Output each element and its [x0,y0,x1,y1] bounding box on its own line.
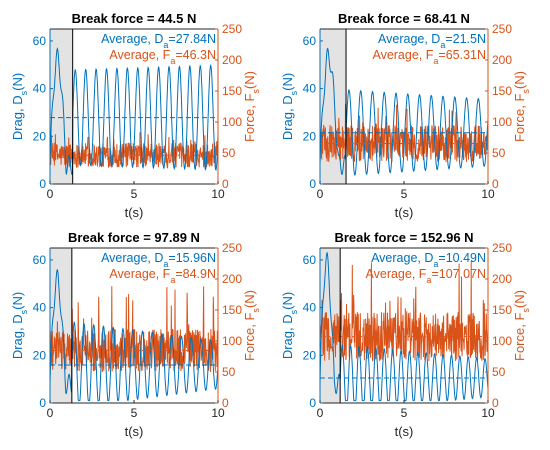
right-tick-label: 150 [222,84,242,98]
left-tick-label: 0 [39,396,46,410]
force-series-line [319,260,489,362]
x-axis-label: t(s) [395,424,414,439]
left-tick-label: 0 [309,396,316,410]
right-tick-label: 250 [492,22,512,36]
right-tick-label: 150 [492,84,512,98]
right-axis-label: Force, Fs(N) [512,290,531,361]
right-tick-label: 0 [222,177,229,191]
right-axis-label: Force, Fs(N) [242,71,261,142]
right-tick-label: 200 [492,272,512,286]
right-tick-label: 0 [222,396,229,410]
drag-series-line [319,251,489,402]
force-series-line [49,132,219,169]
right-axis-label: Force, Fs(N) [512,71,531,142]
left-tick-label: 20 [33,348,47,362]
right-axis-label: Force, Fs(N) [242,290,261,361]
left-tick-label: 0 [39,177,46,191]
x-axis-label: t(s) [125,205,144,220]
legend-drag: Average, Da=15.96N [101,251,216,269]
right-tick-label: 200 [222,272,242,286]
left-tick-label: 40 [303,82,317,96]
left-tick-label: 20 [303,129,317,143]
x-tick-label: 0 [317,406,324,420]
left-tick-label: 40 [303,301,317,315]
panel-title: Break force = 44.5 N [72,11,197,26]
left-tick-label: 20 [33,129,47,143]
legend-force: Average, Fa=84.9N [109,267,216,285]
right-tick-label: 200 [492,53,512,67]
right-tick-label: 200 [222,53,242,67]
right-tick-label: 150 [222,303,242,317]
force-series-line [49,286,219,373]
x-tick-label: 10 [481,406,495,420]
right-tick-label: 100 [222,115,242,129]
panel-title: Break force = 152.96 N [334,230,473,245]
right-tick-label: 250 [492,241,512,255]
legend-force: Average, Fa=107.07N [366,267,487,285]
right-tick-label: 100 [222,334,242,348]
left-tick-label: 60 [303,253,317,267]
shaded-region [50,248,72,403]
panel-2: Break force = 68.41 N 0 5 1002040600501001… [280,11,531,220]
panel-4: Break force = 152.96 N 0 5 100204060050100… [280,230,531,439]
right-tick-label: 100 [492,334,512,348]
x-tick-label: 10 [481,187,495,201]
right-tick-label: 100 [492,115,512,129]
left-axis-label: Drag, Ds(N) [10,73,29,140]
right-tick-label: 50 [222,365,236,379]
legend-drag: Average, Da=27.84N [101,32,216,50]
right-tick-label: 50 [492,365,506,379]
right-tick-label: 50 [222,146,236,160]
right-tick-label: 250 [222,22,242,36]
x-tick-label: 0 [317,187,324,201]
left-tick-label: 0 [309,177,316,191]
panel-title: Break force = 68.41 N [338,11,470,26]
x-tick-label: 5 [131,406,138,420]
left-axis-label: Drag, Ds(N) [10,292,29,359]
x-tick-label: 5 [401,187,408,201]
x-tick-label: 0 [47,187,54,201]
panel-3: Break force = 97.89 N 0 5 1002040600501001… [10,230,261,439]
x-tick-label: 10 [211,187,225,201]
left-tick-label: 40 [33,82,47,96]
drag-series-line [49,268,219,402]
x-tick-label: 5 [131,187,138,201]
force-series-line [319,103,489,163]
left-tick-label: 20 [303,348,317,362]
right-tick-label: 250 [222,241,242,255]
drag-series-line [319,47,489,176]
left-tick-label: 60 [303,34,317,48]
x-tick-label: 10 [211,406,225,420]
left-tick-label: 40 [33,301,47,315]
legend-force: Average, Fa=46.3N [109,48,216,66]
drag-series-line [49,47,219,175]
panel-1: Break force = 44.5 N 0 5 10020406005010015… [10,11,261,220]
legend-drag: Average, Da=21.5N [378,32,486,50]
left-axis-label: Drag, Ds(N) [280,292,299,359]
right-tick-label: 50 [492,146,506,160]
panel-title: Break force = 97.89 N [68,230,200,245]
x-axis-label: t(s) [395,205,414,220]
x-tick-label: 0 [47,406,54,420]
right-tick-label: 0 [492,177,499,191]
left-tick-label: 60 [33,34,47,48]
x-tick-label: 5 [401,406,408,420]
legend-force: Average, Fa=65.31N [372,48,486,66]
left-axis-label: Drag, Ds(N) [280,73,299,140]
right-tick-label: 0 [492,396,499,410]
right-tick-label: 150 [492,303,512,317]
legend-drag: Average, Da=10.49N [371,251,486,269]
left-tick-label: 60 [33,253,47,267]
x-axis-label: t(s) [125,424,144,439]
shaded-region [320,248,341,403]
shaded-region [320,29,347,184]
